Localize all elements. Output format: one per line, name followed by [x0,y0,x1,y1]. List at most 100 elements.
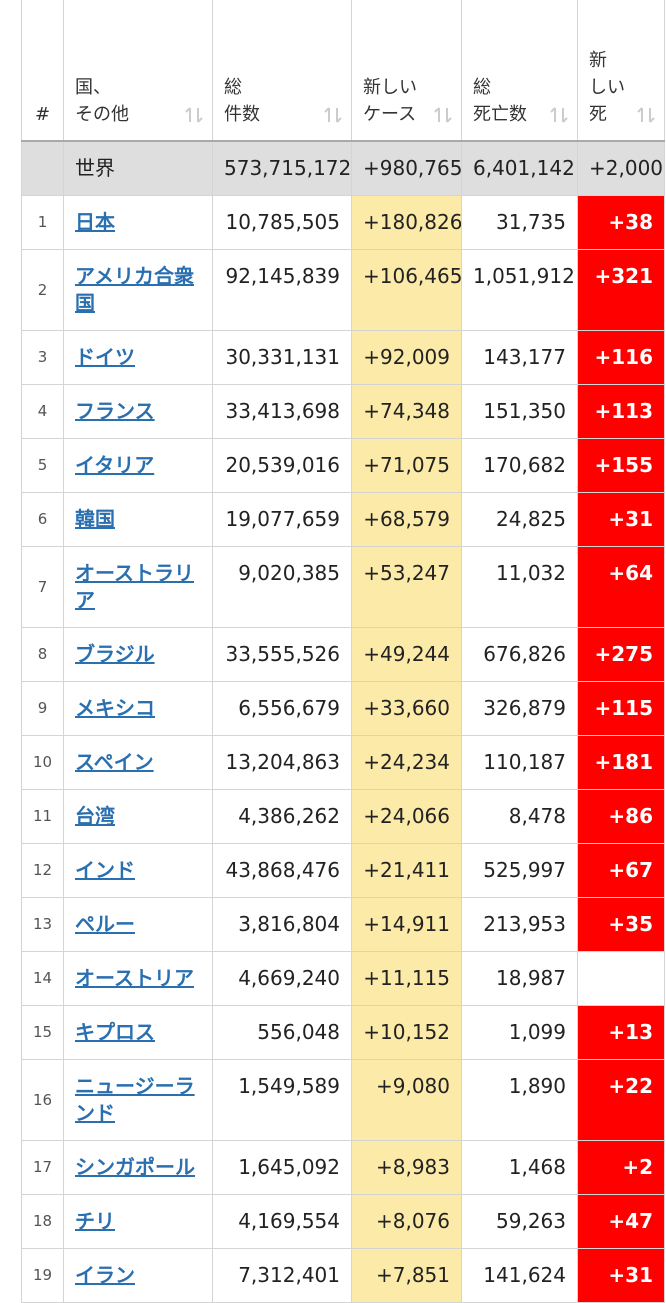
country-link[interactable]: 台湾 [75,804,115,828]
total-deaths: 18,987 [461,951,578,1006]
country-cell: ドイツ [63,330,213,385]
country-link[interactable]: オーストラリア [75,561,194,612]
sort-icon[interactable] [184,106,204,124]
country-link[interactable]: ペルー [75,912,135,936]
sort-icon[interactable] [323,106,343,124]
country-link[interactable]: オーストリア [75,966,194,990]
column-header: # [21,0,64,142]
country-row: 3 ドイツ 30,331,131 +92,009 143,177 +116 [21,330,665,385]
country-cell: インド [63,843,213,898]
new-deaths: +275 [577,627,665,682]
country-row: 17 シンガポール 1,645,092 +8,983 1,468 +2 [21,1140,665,1195]
new-cases: +74,348 [351,384,462,439]
new-cases: +71,075 [351,438,462,493]
country-cell: イタリア [63,438,213,493]
total-cases: 6,556,679 [212,681,352,736]
table-body: 世界 573,715,172 +980,765 6,401,142 +2,000 1 日本 1… [21,140,665,1303]
new-cases: +24,066 [351,789,462,844]
country-link[interactable]: チリ [75,1209,115,1233]
column-header[interactable]: 新しい死 [577,0,665,142]
country-link[interactable]: ドイツ [75,345,135,369]
country-cell: オーストラリア [63,546,213,628]
column-header[interactable]: 総死亡数 [461,0,578,142]
header-line: 総 [473,77,491,98]
country-row: 1 日本 10,785,505 +180,826 31,735 +38 [21,195,665,250]
country-row: 6 韓国 19,077,659 +68,579 24,825 +31 [21,492,665,547]
country-cell: シンガポール [63,1140,213,1195]
country-link[interactable]: フランス [75,399,155,423]
total-deaths: 1,890 [461,1059,578,1141]
total-cases: 33,555,526 [212,627,352,682]
country-cell: オーストリア [63,951,213,1006]
header-line: 件数 [224,104,260,125]
total-deaths: 59,263 [461,1194,578,1249]
country-row: 15 キプロス 556,048 +10,152 1,099 +13 [21,1005,665,1060]
total-cases: 1,645,092 [212,1140,352,1195]
country-link[interactable]: ニュージーランド [75,1074,195,1125]
total-deaths: 1,099 [461,1005,578,1060]
new-deaths: +64 [577,546,665,628]
country-link[interactable]: スペイン [75,750,154,774]
new-deaths: +13 [577,1005,665,1060]
header-line: ケース [363,104,417,125]
rank-cell: 3 [21,330,64,385]
column-header[interactable]: 総件数 [212,0,352,142]
rank-cell: 8 [21,627,64,682]
rank-cell: 4 [21,384,64,439]
country-cell: メキシコ [63,681,213,736]
column-header[interactable]: 新しい ケース [351,0,462,142]
country-link[interactable]: キプロス [75,1020,155,1044]
new-deaths: +2 [577,1140,665,1195]
total-cases: 4,386,262 [212,789,352,844]
new-cases: +8,983 [351,1140,462,1195]
rank-cell: 9 [21,681,64,736]
sort-icon[interactable] [433,106,453,124]
new-cases: +68,579 [351,492,462,547]
rank-cell: 18 [21,1194,64,1249]
total-deaths: 141,624 [461,1248,578,1303]
new-deaths: +113 [577,384,665,439]
world-value: +2,000 [577,140,665,196]
rank-cell: 13 [21,897,64,952]
new-cases: +49,244 [351,627,462,682]
country-link[interactable]: 日本 [75,210,115,234]
covid-table: # 国、 その他総件数 新しい ケース総死亡数新しい死 世界 573,715,172 +98… [21,0,665,1303]
country-link[interactable]: インド [75,858,135,882]
country-cell: ブラジル [63,627,213,682]
table-header: # 国、 その他総件数 新しい ケース総死亡数新しい死 [21,0,665,142]
new-deaths: +31 [577,492,665,547]
country-row: 16 ニュージーランド 1,549,589 +9,080 1,890 +22 [21,1059,665,1141]
total-cases: 4,169,554 [212,1194,352,1249]
total-deaths: 170,682 [461,438,578,493]
country-row: 11 台湾 4,386,262 +24,066 8,478 +86 [21,789,665,844]
country-link[interactable]: アメリカ合衆国 [75,264,194,315]
new-cases: +92,009 [351,330,462,385]
total-deaths: 110,187 [461,735,578,790]
country-cell: フランス [63,384,213,439]
total-cases: 20,539,016 [212,438,352,493]
new-cases: +7,851 [351,1248,462,1303]
country-link[interactable]: 韓国 [75,507,115,531]
page: # 国、 その他総件数 新しい ケース総死亡数新しい死 世界 573,715,172 +98… [21,0,665,1303]
total-deaths: 11,032 [461,546,578,628]
rank-cell: 17 [21,1140,64,1195]
country-link[interactable]: シンガポール [75,1155,195,1179]
new-cases: +11,115 [351,951,462,1006]
country-cell: ペルー [63,897,213,952]
header-line: 死亡数 [473,104,527,125]
country-row: 18 チリ 4,169,554 +8,076 59,263 +47 [21,1194,665,1249]
sort-icon[interactable] [549,106,569,124]
country-link[interactable]: メキシコ [75,696,155,720]
rank-cell: 16 [21,1059,64,1141]
total-cases: 7,312,401 [212,1248,352,1303]
header-line: 国、 [75,77,111,98]
country-link[interactable]: イタリア [75,453,155,477]
column-header[interactable]: 国、 その他 [63,0,213,142]
total-deaths: 143,177 [461,330,578,385]
sort-icon[interactable] [636,106,656,124]
world-row: 世界 573,715,172 +980,765 6,401,142 +2,000 [21,140,665,196]
total-cases: 33,413,698 [212,384,352,439]
country-link[interactable]: イラン [75,1263,135,1287]
country-row: 5 イタリア 20,539,016 +71,075 170,682 +155 [21,438,665,493]
country-link[interactable]: ブラジル [75,642,155,666]
